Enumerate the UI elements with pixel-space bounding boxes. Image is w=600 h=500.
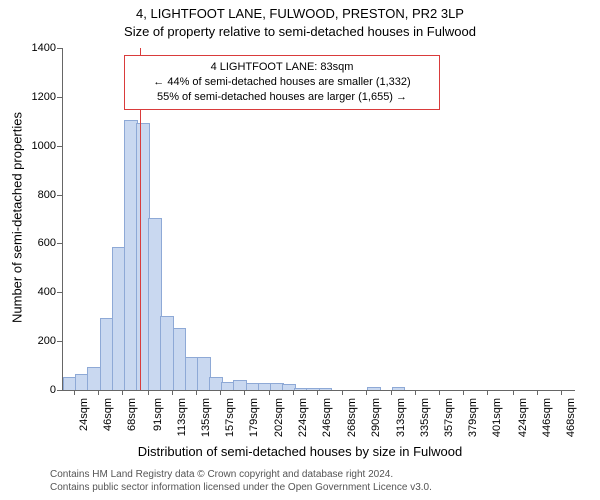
xtick-label: 135sqm xyxy=(200,398,212,437)
xtick-label: 113sqm xyxy=(176,398,188,436)
xtick-mark xyxy=(172,390,173,395)
xtick-mark xyxy=(342,390,343,395)
ytick-label: 1400 xyxy=(18,42,56,54)
xtick-mark xyxy=(487,390,488,395)
xtick-label: 468sqm xyxy=(565,398,577,437)
xtick-label: 68sqm xyxy=(126,398,138,431)
xtick-mark xyxy=(391,390,392,395)
ytick-label: 800 xyxy=(18,189,56,201)
xtick-label: 224sqm xyxy=(297,398,309,437)
xtick-label: 24sqm xyxy=(78,398,90,431)
ytick-label: 600 xyxy=(18,237,56,249)
xtick-label: 179sqm xyxy=(248,398,260,437)
y-axis-label: Number of semi-detached properties xyxy=(10,98,25,338)
xtick-label: 335sqm xyxy=(419,398,431,437)
xtick-mark xyxy=(74,390,75,395)
xtick-mark xyxy=(122,390,123,395)
histogram-bar xyxy=(319,388,333,390)
footer-line2: Contains public sector information licen… xyxy=(50,481,432,494)
ytick-mark xyxy=(57,390,62,391)
histogram-bar xyxy=(367,387,381,390)
xtick-mark xyxy=(293,390,294,395)
ytick-label: 200 xyxy=(18,335,56,347)
xtick-mark xyxy=(463,390,464,395)
xtick-mark xyxy=(561,390,562,395)
xtick-mark xyxy=(537,390,538,395)
xtick-mark xyxy=(317,390,318,395)
xtick-label: 401sqm xyxy=(491,398,503,437)
x-axis-label: Distribution of semi-detached houses by … xyxy=(0,444,600,459)
ytick-label: 0 xyxy=(18,384,56,396)
marker-callout: 4 LIGHTFOOT LANE: 83sqm ← 44% of semi-de… xyxy=(124,55,440,110)
chart-container: 4, LIGHTFOOT LANE, FULWOOD, PRESTON, PR2… xyxy=(0,0,600,500)
callout-line2: ← 44% of semi-detached houses are smalle… xyxy=(131,75,433,90)
xtick-label: 357sqm xyxy=(443,398,455,437)
xtick-mark xyxy=(98,390,99,395)
ytick-label: 1000 xyxy=(18,140,56,152)
xtick-mark xyxy=(148,390,149,395)
callout-line3: 55% of semi-detached houses are larger (… xyxy=(131,90,433,105)
xtick-label: 246sqm xyxy=(321,398,333,437)
xtick-mark xyxy=(196,390,197,395)
xtick-label: 379sqm xyxy=(467,398,479,437)
xtick-label: 313sqm xyxy=(395,398,407,437)
xtick-label: 424sqm xyxy=(517,398,529,437)
chart-title-line2: Size of property relative to semi-detach… xyxy=(0,24,600,39)
xtick-mark xyxy=(269,390,270,395)
footer-line1: Contains HM Land Registry data © Crown c… xyxy=(50,468,432,481)
ytick-mark xyxy=(57,48,62,49)
xtick-label: 290sqm xyxy=(370,398,382,437)
ytick-mark xyxy=(57,97,62,98)
xtick-label: 46sqm xyxy=(102,398,114,431)
xtick-mark xyxy=(366,390,367,395)
footer-attribution: Contains HM Land Registry data © Crown c… xyxy=(50,468,432,494)
ytick-mark xyxy=(57,292,62,293)
xtick-mark xyxy=(244,390,245,395)
ytick-label: 1200 xyxy=(18,91,56,103)
xtick-label: 268sqm xyxy=(346,398,358,437)
xtick-label: 202sqm xyxy=(273,398,285,437)
ytick-mark xyxy=(57,341,62,342)
xtick-mark xyxy=(439,390,440,395)
ytick-mark xyxy=(57,195,62,196)
ytick-mark xyxy=(57,146,62,147)
ytick-mark xyxy=(57,243,62,244)
chart-title-line1: 4, LIGHTFOOT LANE, FULWOOD, PRESTON, PR2… xyxy=(0,6,600,21)
xtick-mark xyxy=(513,390,514,395)
xtick-mark xyxy=(415,390,416,395)
ytick-label: 400 xyxy=(18,286,56,298)
callout-line1: 4 LIGHTFOOT LANE: 83sqm xyxy=(131,60,433,75)
histogram-bar xyxy=(392,387,406,390)
xtick-mark xyxy=(220,390,221,395)
xtick-label: 157sqm xyxy=(224,398,236,437)
xtick-label: 446sqm xyxy=(541,398,553,437)
xtick-label: 91sqm xyxy=(152,398,164,431)
